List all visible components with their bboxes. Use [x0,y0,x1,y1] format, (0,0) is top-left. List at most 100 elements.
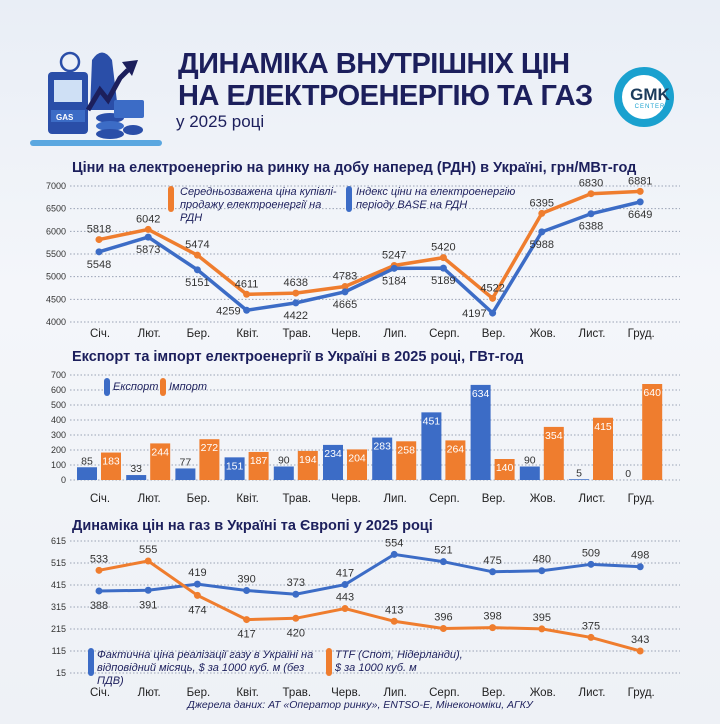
chart2-bar [396,441,417,480]
chart3-data-label: 443 [336,592,354,604]
chart3-point [193,591,201,599]
chart2-x-tick: Лип. [383,493,406,505]
chart1-x-tick: Черв. [331,328,361,340]
trend-arrow-icon [85,68,130,112]
chart3-x-tick: Жов. [530,687,556,699]
chart3-data-label: 388 [90,600,108,612]
chart1-point [193,251,201,259]
chart1-y-tick: 6500 [46,204,66,214]
chart2-data-label: 451 [423,415,441,427]
chart1-x-tick: Квіт. [236,328,259,340]
chart1-data-label: 5818 [87,224,111,236]
chart2-bar [593,417,613,480]
chart3-y-tick: 315 [51,602,66,612]
chart2-bar [519,466,540,480]
chart3-data-label: 555 [139,544,157,556]
chart2-bar [323,444,343,480]
chart3-x-tick: Серп. [429,687,460,699]
chart1-data-label: 5873 [136,244,160,256]
chart3-y-tick: 615 [51,536,66,546]
chart1-point [489,309,497,317]
chart3-data-label: 375 [582,620,600,632]
chart3-data-label: 373 [287,577,305,589]
legend-marker-ttf [326,648,332,676]
chart2-x-tick: Черв. [331,493,361,505]
chart3-data-label: 521 [434,545,452,557]
chart1-y-tick: 5500 [46,249,66,259]
chart2-data-label: 151 [226,460,244,472]
chart1-point [636,187,644,195]
chart2-bar [543,426,564,480]
chart1-data-label: 4197 [462,308,486,320]
chart3-data-label: 419 [188,567,206,579]
gas-label: GAS [56,113,74,122]
chart2-data-label: 415 [594,421,612,433]
chart3-y-tick: 115 [52,646,66,656]
chart3-point [243,587,251,594]
chart2-data-label: 264 [447,443,465,455]
chart2-y-tick: 600 [51,385,66,395]
chart2-bar [642,384,663,480]
chart1-point [489,294,497,302]
chart3-point [390,617,398,625]
chart3-data-label: 395 [533,612,551,624]
chart3-point [636,563,644,571]
chart3-point [538,625,546,633]
chart3-point [144,586,152,594]
chart2-data-label: 85 [81,455,93,467]
chart2-x-tick: Вер. [482,493,506,505]
chart2-bar [494,459,515,480]
chart1-x-tick: Лют. [138,328,161,340]
chart3-x-tick: Лист. [579,687,606,699]
chart3-x-tick: Вер. [482,687,506,699]
chart1-point [538,228,546,236]
chart1-data-label: 5189 [431,275,455,287]
chart2-data-label: 283 [373,441,391,453]
chart1-data-label: 5548 [87,259,111,271]
chart3-x-tick: Черв. [331,687,361,699]
chart3-point [636,647,644,655]
chart2-data-label: 90 [524,455,536,467]
chart2-bar [347,449,367,480]
chart3-data-label: 474 [188,604,206,616]
chart3-point [144,557,152,565]
banknote-icon [114,100,144,118]
chart1-data-label: 4522 [480,282,504,294]
chart1-data-label: 5184 [382,275,406,287]
chart1-point [243,306,251,314]
chart3-point [439,558,447,566]
chart1-x-tick: Серп. [429,328,460,340]
chart3-data-label: 533 [90,553,108,565]
chart1-point [243,290,251,298]
chart1-point [636,198,644,206]
logo-text: GMK [630,85,670,104]
chart1-data-label: 5474 [185,239,209,251]
gmk-logo [614,67,674,127]
chart3-data-label: 475 [483,555,501,567]
chart1-data-label: 6042 [136,213,160,225]
chart2-bar [101,452,121,480]
chart2-y-tick: 100 [51,460,66,470]
chart1-legend-orange: Середньозважена ціна купівлі-продажу еле… [180,186,337,224]
chart3-x-tick: Груд. [628,687,655,699]
chart2-x-tick: Серп. [429,493,460,505]
chart1-data-label: 6881 [628,175,652,187]
chart2-bar [77,467,97,480]
chart2-data-label: 234 [324,448,342,460]
chart3-series-line [98,559,641,653]
chart2-bar [445,440,466,480]
chart1-point [439,264,447,272]
chart2-bar [372,437,393,480]
chart1-point [193,266,201,274]
chart3-data-label: 343 [631,634,649,646]
chart3-y-tick: 215 [51,624,66,634]
chart1-data-label: 6830 [579,178,603,190]
chart1-data-label: 5247 [382,249,406,261]
chart3-point [587,560,595,568]
chart2-data-label: 194 [299,454,317,466]
page-title-line2: НА ЕЛЕКТРОЕНЕРГІЮ ТА ГАЗ [178,80,593,112]
chart2-x-tick: Квіт. [236,493,259,505]
